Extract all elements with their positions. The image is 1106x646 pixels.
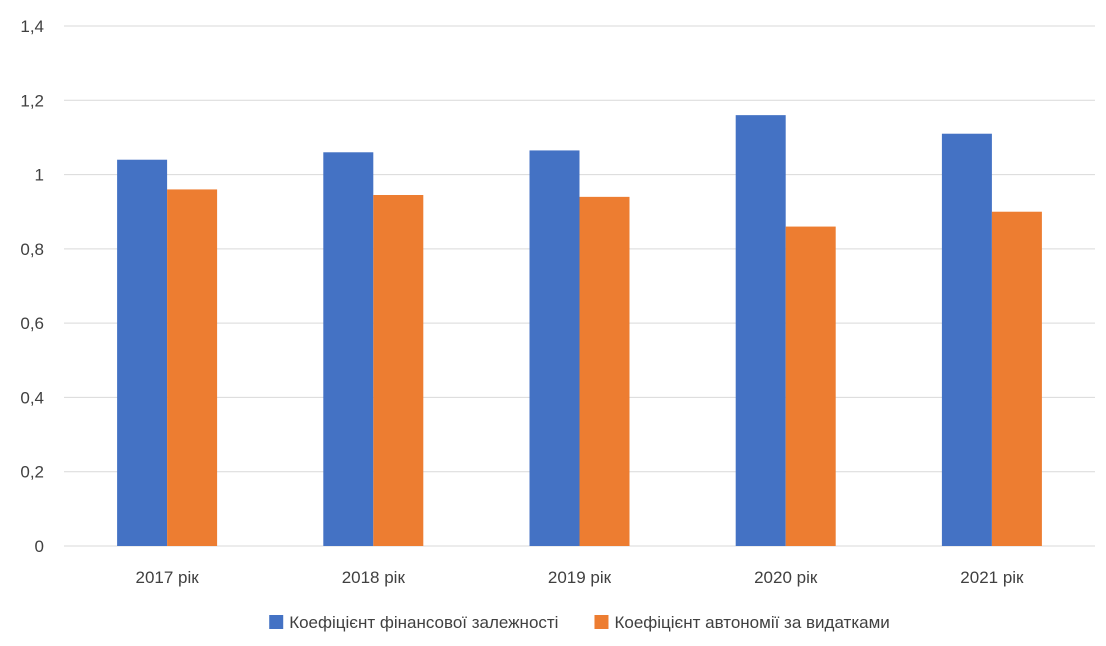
- legend-swatch: [269, 615, 284, 629]
- legend-label: Коефіцієнт фінансової залежності: [289, 613, 558, 632]
- bar: [323, 152, 374, 547]
- legend-swatch: [594, 615, 609, 629]
- legend: Коефіцієнт фінансової залежності Коефіціє…: [269, 613, 890, 632]
- bar: [373, 195, 424, 546]
- y-axis-ticks: 0 0,2 0,4 0,6 0,8 1 1,2 1,4: [20, 17, 44, 556]
- bar: [991, 211, 1042, 546]
- y-tick-label: 1,2: [20, 91, 44, 110]
- bar: [117, 159, 168, 546]
- legend-item: Коефіцієнт фінансової залежності: [269, 613, 558, 632]
- legend-label: Коефіцієнт автономії за видатками: [614, 613, 889, 632]
- y-tick-label: 1: [35, 166, 44, 185]
- x-axis-ticks: 2017 рік 2018 рік 2019 рік 2020 рік 2021 рік: [135, 568, 1024, 587]
- x-tick-label: 2020 рік: [754, 568, 818, 587]
- x-tick-label: 2019 рік: [548, 568, 612, 587]
- x-tick-label: 2018 рік: [342, 568, 406, 587]
- bar: [785, 226, 836, 547]
- bar: [579, 196, 630, 546]
- x-tick-label: 2017 рік: [135, 568, 199, 587]
- y-tick-label: 0,6: [20, 314, 44, 333]
- bar: [167, 189, 218, 546]
- bars: [117, 115, 1042, 547]
- y-tick-label: 0: [35, 537, 44, 556]
- y-tick-label: 0,4: [20, 388, 44, 407]
- bar: [529, 150, 580, 546]
- bar: [735, 115, 786, 547]
- legend-item: Коефіцієнт автономії за видатками: [594, 613, 890, 632]
- bar: [941, 133, 992, 546]
- y-tick-label: 1,4: [20, 17, 44, 36]
- y-tick-label: 0,8: [20, 240, 44, 259]
- x-tick-label: 2021 рік: [960, 568, 1024, 587]
- y-tick-label: 0,2: [20, 463, 44, 482]
